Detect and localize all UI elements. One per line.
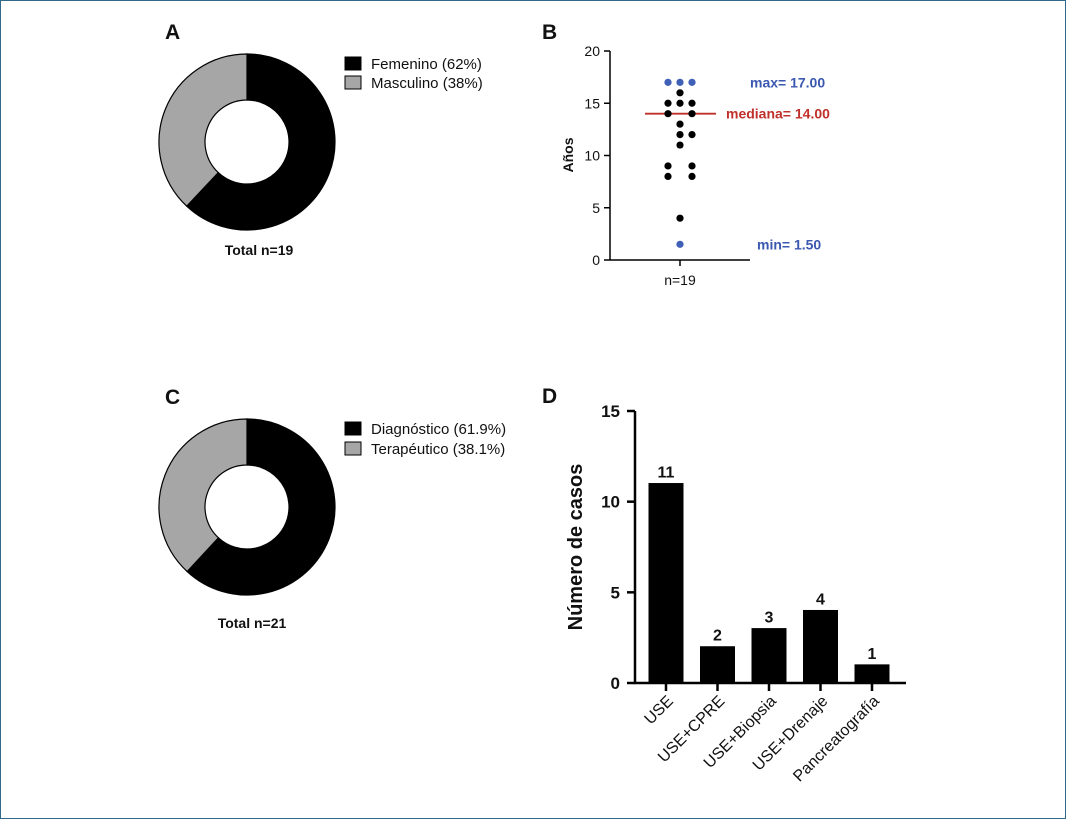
legend-a-0-swatch <box>344 56 362 71</box>
panel-b-point-9 <box>676 120 684 128</box>
panel-b-min-annotation: min= 1.50 <box>757 236 821 252</box>
panel-b-point-7 <box>664 110 672 118</box>
panel-b-point-15 <box>664 172 672 180</box>
panel-b-point-16 <box>688 172 696 180</box>
panel-b-point-8 <box>688 110 696 118</box>
panel-b-point-5 <box>676 99 684 107</box>
panel-c-slice-0 <box>186 418 336 596</box>
legend-a-0-label: Femenino (62%) <box>371 56 482 73</box>
panel-b-point-13 <box>664 162 672 170</box>
panel-c-donut <box>158 418 336 596</box>
panel-b-point-4 <box>664 99 672 107</box>
legend-c-1-swatch <box>344 441 362 456</box>
panel-b-max-annotation: max= 17.00 <box>750 74 825 90</box>
panel-c-caption: Total n=21 <box>218 615 287 631</box>
panel-b-median-annotation: mediana= 14.00 <box>726 106 830 122</box>
panel-b-point-0 <box>664 78 672 86</box>
panel-d-bar-4 <box>854 664 890 684</box>
panel-b: B 0 5 10 15 20 Años n=19 max= 17.00 mediana=… <box>542 21 830 288</box>
panel-d-bar-label-3: 4 <box>816 591 825 608</box>
panel-b-point-3 <box>676 89 684 97</box>
panel-d-bar-label-1: 2 <box>713 628 722 645</box>
panel-b-point-10 <box>676 131 684 139</box>
panel-b-y-tick-label-3: 15 <box>584 95 600 111</box>
legend-c-0-swatch <box>344 421 362 436</box>
legend-c-0-label: Diagnóstico (61.9%) <box>371 421 506 438</box>
panel-b-point-11 <box>688 131 696 139</box>
panel-d-bar-label-0: 11 <box>658 465 675 482</box>
panel-a-label: A <box>165 21 180 44</box>
panel-c: C Diagnóstico (61.9%) Terapéutico (38.1%… <box>158 386 506 631</box>
panel-d-bar-label-2: 3 <box>765 610 774 627</box>
panel-d-bar-3 <box>803 609 838 684</box>
panel-b-point-12 <box>676 141 684 149</box>
panel-b-points <box>664 78 696 248</box>
panel-d-y-tick-label-1: 5 <box>611 583 620 602</box>
panel-b-point-1 <box>676 78 684 86</box>
legend-a-1-label: Masculino (38%) <box>371 75 483 92</box>
panel-b-y-title: Años <box>560 137 576 172</box>
legend-c-1-label: Terapéutico (38.1%) <box>371 441 505 458</box>
panel-b-point-6 <box>688 99 696 107</box>
panel-b-label: B <box>542 21 557 44</box>
panel-b-y-ticks: 0 5 10 15 20 <box>584 43 610 268</box>
panel-b-x-title: n=19 <box>664 272 696 288</box>
panel-b-y-tick-label-1: 5 <box>592 200 600 216</box>
panel-d-y-tick-label-2: 10 <box>601 493 620 512</box>
panel-d-bar-1 <box>700 646 735 684</box>
panel-d-bars: 11USE2USE+CPRE3USE+Biopsia4USE+Drenaje1P… <box>642 465 890 785</box>
panel-d-y-title: Número de casos <box>565 464 587 631</box>
panel-d-y-tick-label-0: 0 <box>611 674 620 693</box>
panel-a-slice-0 <box>185 53 336 231</box>
panel-d-bar-label-4: 1 <box>868 646 877 663</box>
panel-d-label: D <box>542 385 557 408</box>
panel-b-y-tick-label-4: 20 <box>584 43 600 59</box>
panel-b-point-17 <box>676 214 684 222</box>
legend-a-1-swatch <box>344 75 362 90</box>
panel-a-donut <box>158 53 336 231</box>
panel-c-slice-1 <box>158 418 248 573</box>
panel-a-caption: Total n=19 <box>225 242 294 258</box>
panel-b-point-14 <box>688 162 696 170</box>
panel-c-label: C <box>165 386 180 409</box>
panel-a: A Femenino (62%) Masculino (38%) Total n… <box>158 21 483 258</box>
panel-a-slice-1 <box>158 53 248 207</box>
panel-d-bar-0 <box>648 483 684 684</box>
panel-b-point-18 <box>676 240 684 248</box>
panel-b-point-2 <box>688 78 696 86</box>
panel-d-category-0: USE <box>642 693 677 728</box>
panel-d-y-tick-label-3: 15 <box>601 402 620 421</box>
panel-b-y-tick-label-0: 0 <box>592 252 600 268</box>
panel-d-bar-2 <box>751 628 787 684</box>
panel-d-y-ticks: 0 5 10 15 <box>601 402 635 693</box>
panel-b-y-tick-label-2: 10 <box>584 148 600 164</box>
